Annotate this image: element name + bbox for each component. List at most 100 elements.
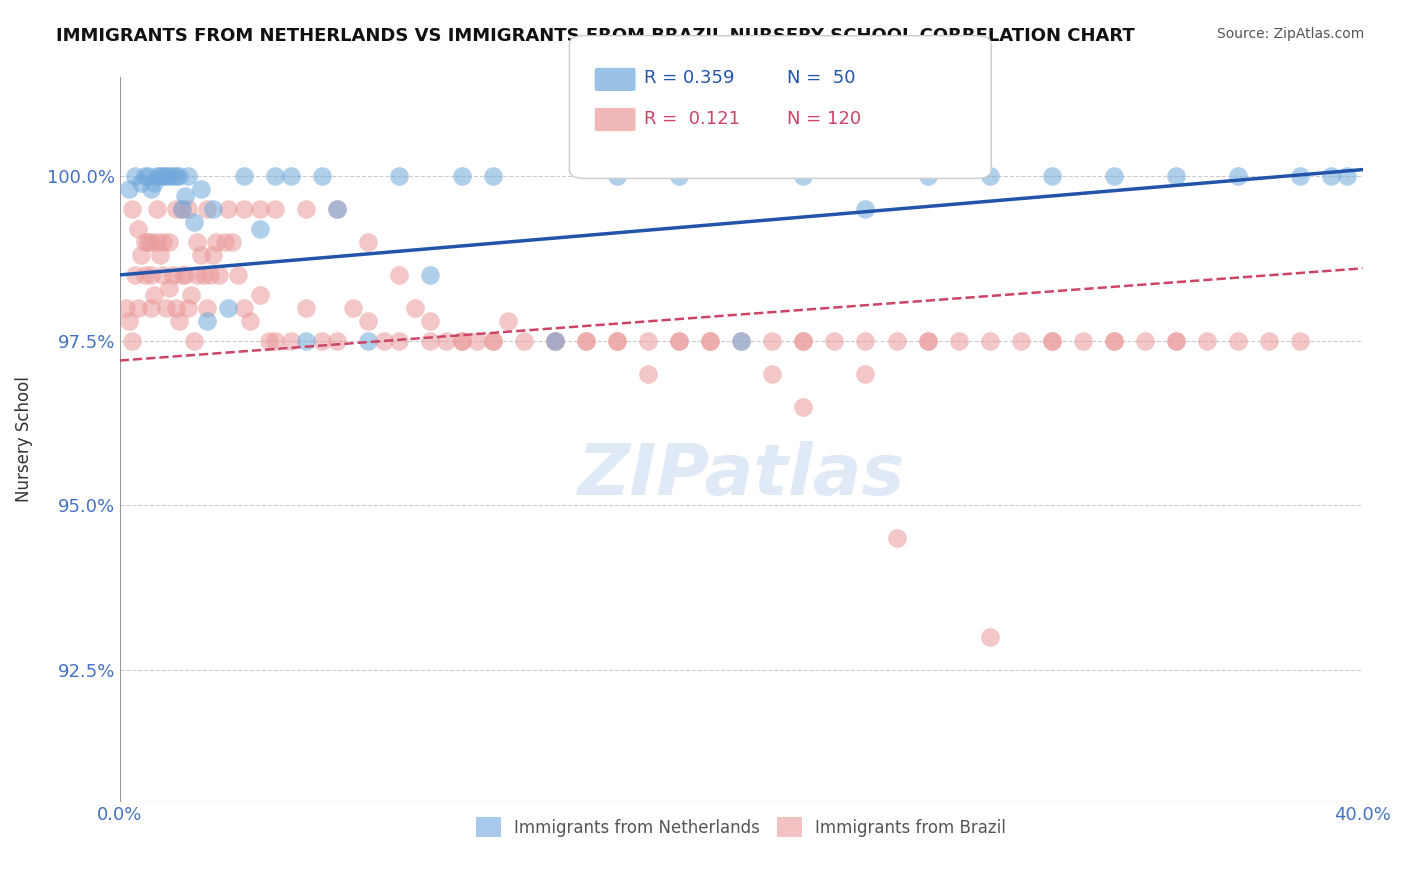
Point [142, 287, 165, 301]
Point [544, 334, 567, 348]
Point [512, 334, 534, 348]
Point [1166, 169, 1188, 184]
Point [465, 334, 488, 348]
Point [761, 334, 783, 348]
Point [280, 169, 302, 184]
Point [149, 169, 172, 184]
Point [419, 314, 441, 328]
Point [180, 287, 202, 301]
Point [183, 215, 205, 229]
Text: R =  0.121: R = 0.121 [644, 110, 740, 128]
Point [139, 268, 162, 282]
Point [575, 334, 598, 348]
Point [136, 169, 159, 184]
Text: Source: ZipAtlas.com: Source: ZipAtlas.com [1216, 27, 1364, 41]
Point [218, 301, 240, 315]
Point [177, 301, 200, 315]
Point [668, 334, 690, 348]
Point [167, 314, 190, 328]
Point [388, 334, 411, 348]
Legend: Immigrants from Netherlands, Immigrants from Brazil: Immigrants from Netherlands, Immigrants … [470, 810, 1012, 844]
Point [1197, 334, 1219, 348]
Point [152, 169, 174, 184]
Point [295, 334, 318, 348]
Point [155, 169, 177, 184]
Point [699, 334, 721, 348]
Point [1102, 334, 1125, 348]
Point [357, 235, 380, 249]
Point [575, 334, 598, 348]
Point [233, 301, 256, 315]
Point [239, 314, 262, 328]
Point [295, 301, 318, 315]
Point [186, 235, 208, 249]
Point [404, 301, 426, 315]
Point [195, 301, 218, 315]
Point [170, 268, 193, 282]
Point [136, 235, 159, 249]
Point [124, 268, 146, 282]
Point [233, 202, 256, 216]
Point [637, 367, 659, 381]
Point [917, 334, 939, 348]
Point [190, 182, 212, 196]
Point [326, 202, 349, 216]
Point [481, 334, 503, 348]
Point [357, 334, 380, 348]
Point [264, 202, 287, 216]
Point [118, 314, 141, 328]
Point [198, 268, 221, 282]
Point [979, 630, 1001, 644]
Point [177, 169, 200, 184]
Text: ZIPatlas: ZIPatlas [578, 442, 905, 510]
Point [388, 169, 411, 184]
Point [917, 334, 939, 348]
Point [134, 235, 156, 249]
Point [1227, 169, 1250, 184]
Point [218, 202, 240, 216]
Point [1040, 169, 1063, 184]
Point [792, 334, 814, 348]
Point [295, 202, 318, 216]
Point [979, 169, 1001, 184]
Point [1289, 334, 1312, 348]
Point [195, 202, 218, 216]
Point [419, 268, 441, 282]
Text: N =  50: N = 50 [787, 70, 856, 87]
Point [792, 400, 814, 414]
Point [544, 334, 567, 348]
Text: N = 120: N = 120 [787, 110, 862, 128]
Point [311, 334, 333, 348]
Point [450, 334, 472, 348]
Point [481, 334, 503, 348]
Point [155, 301, 177, 315]
Point [637, 334, 659, 348]
Point [201, 248, 224, 262]
Point [233, 169, 256, 184]
Point [264, 169, 287, 184]
Point [311, 169, 333, 184]
Point [606, 169, 628, 184]
Point [823, 334, 845, 348]
Point [544, 334, 567, 348]
Point [131, 176, 153, 190]
Point [699, 334, 721, 348]
Point [121, 202, 143, 216]
Point [139, 301, 162, 315]
Point [1258, 334, 1281, 348]
Point [142, 176, 165, 190]
Point [1336, 169, 1358, 184]
Point [134, 169, 156, 184]
Point [165, 169, 187, 184]
Point [792, 169, 814, 184]
Point [167, 169, 190, 184]
Point [886, 531, 908, 545]
Point [730, 334, 752, 348]
Point [257, 334, 280, 348]
Point [127, 301, 149, 315]
Point [481, 169, 503, 184]
Point [131, 248, 153, 262]
Point [1071, 334, 1094, 348]
Point [170, 202, 193, 216]
Point [948, 334, 970, 348]
